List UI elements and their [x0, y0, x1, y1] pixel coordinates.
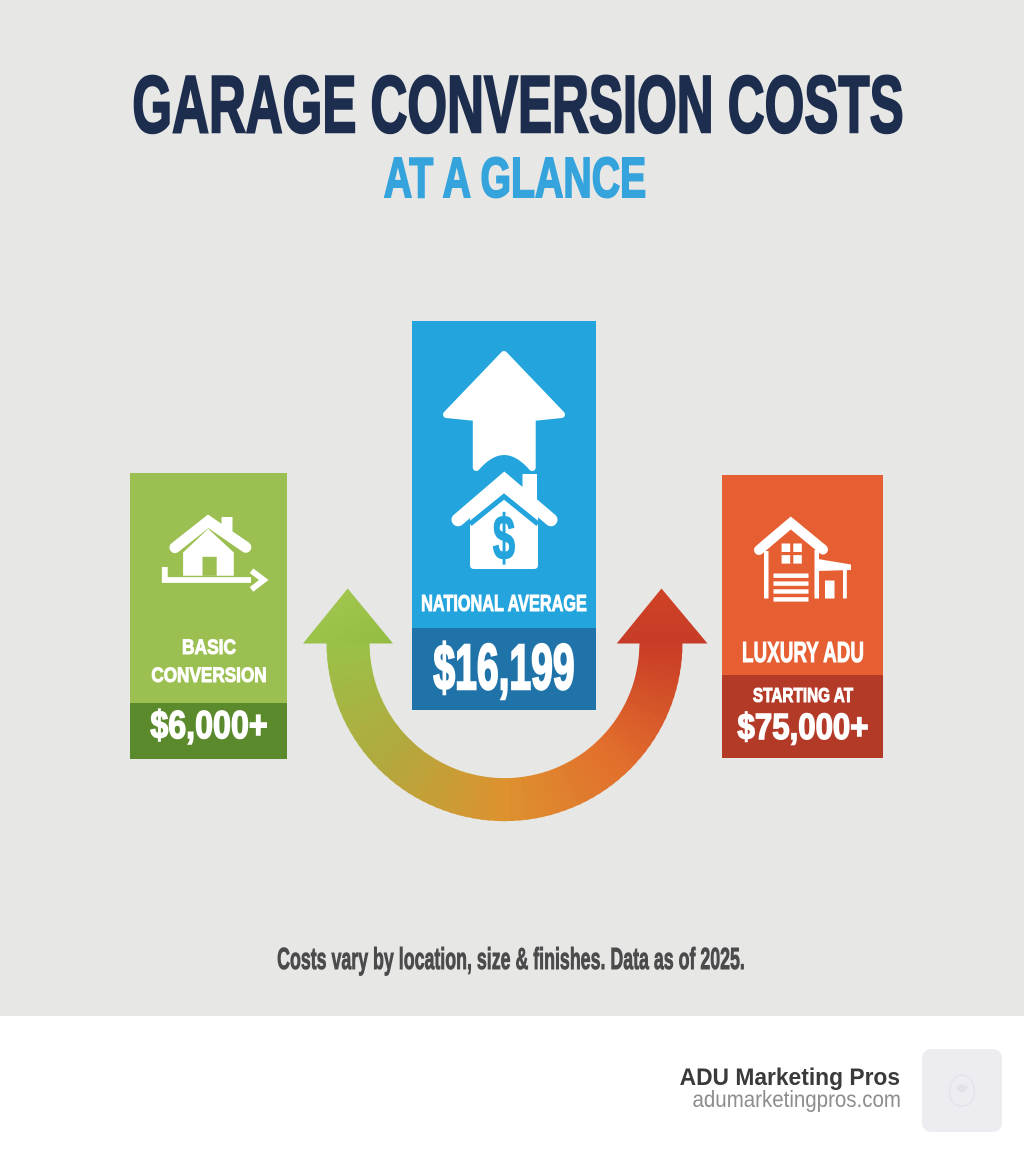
svg-text:$: $: [493, 504, 515, 572]
